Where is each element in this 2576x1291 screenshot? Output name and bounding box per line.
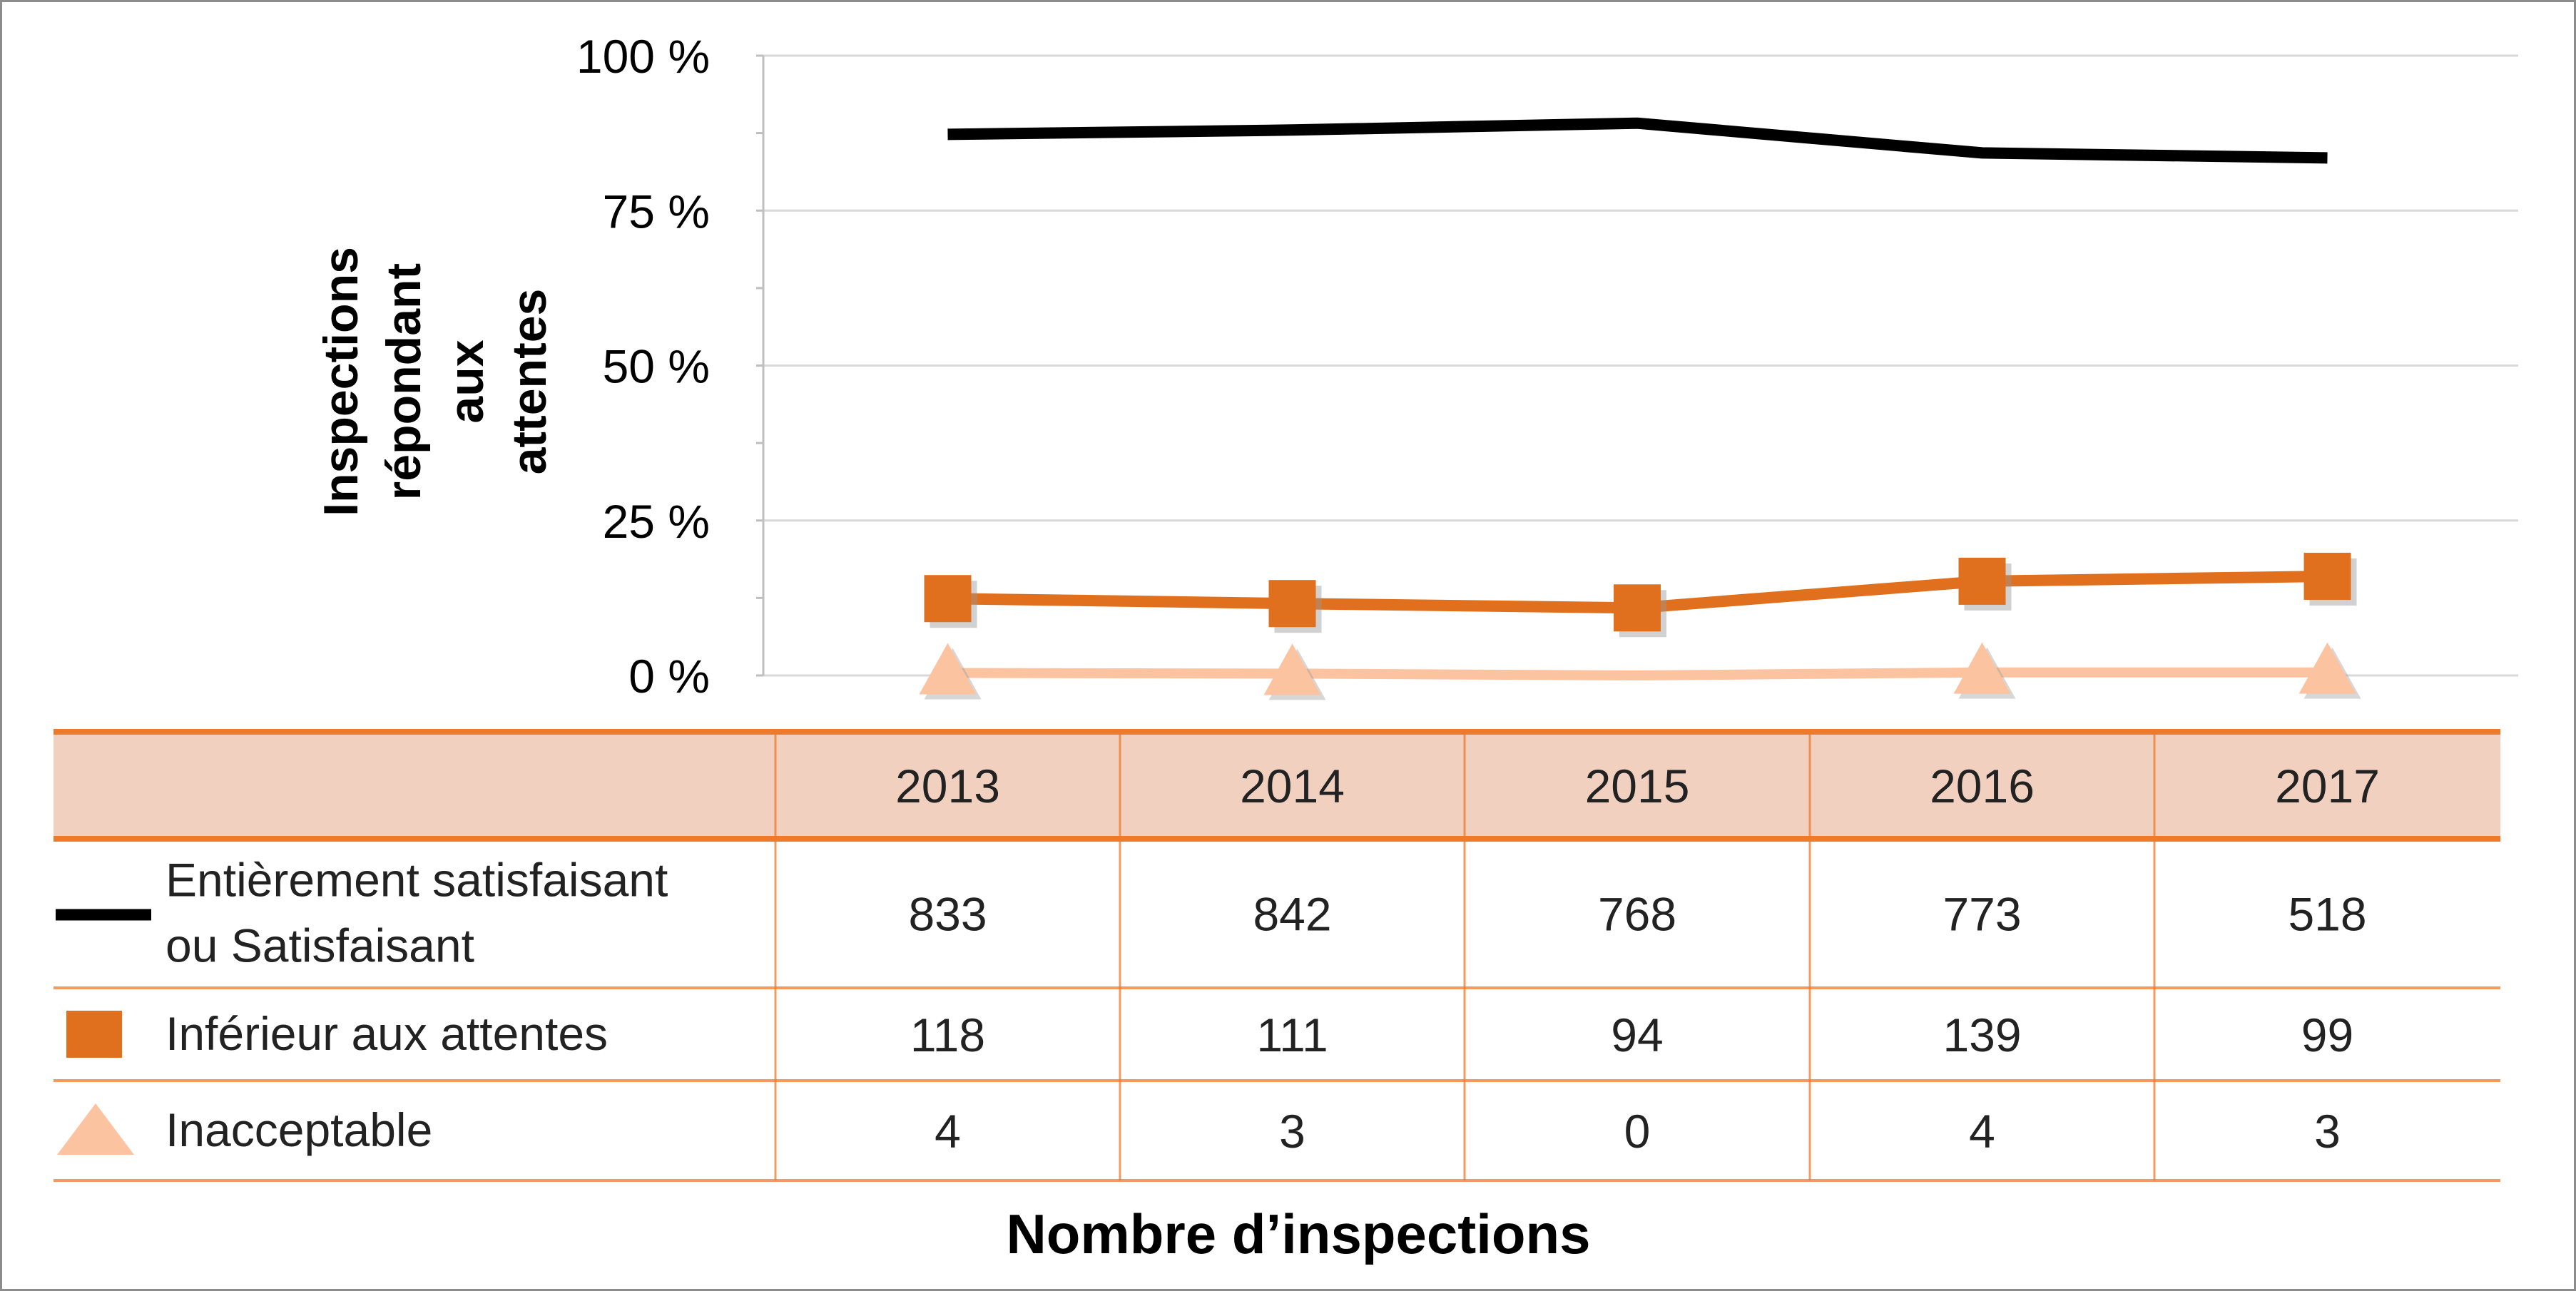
table-row: Entièrement satisfaisant ou Satisfaisant 8…	[56, 854, 2367, 972]
table-cell-value: 94	[1611, 1009, 1663, 1061]
table-cell-value: 139	[1943, 1009, 2021, 1061]
table-cell-value: 4	[935, 1105, 961, 1158]
legend-label: Inférieur aux attentes	[166, 1007, 608, 1060]
y-axis-title: Inspections répondant aux attentes	[314, 86, 556, 678]
y-axis-title-text: Inspections répondant aux attentes	[314, 247, 557, 516]
x-tick-label: 2016	[1930, 760, 2035, 812]
y-tick-label: 25 %	[603, 495, 710, 548]
series-3	[919, 642, 2361, 700]
y-tick-label: 0 %	[628, 650, 710, 703]
series-2	[924, 552, 2357, 638]
table-cell-value: 4	[1969, 1105, 1995, 1158]
triangle-marker	[919, 643, 977, 695]
square-marker	[924, 575, 972, 623]
x-tick-label: 2015	[1585, 760, 1690, 812]
y-tick-label: 75 %	[603, 185, 710, 238]
legend-label: Inacceptable	[166, 1103, 432, 1156]
table-cell-value: 833	[908, 888, 987, 941]
square-marker	[1958, 557, 2006, 605]
table-cell-value: 111	[1256, 1009, 1328, 1061]
legend-key-triangle	[57, 1103, 134, 1155]
triangle-marker	[2298, 642, 2356, 694]
table-header-fill	[54, 732, 2500, 839]
table-cell-value: 0	[1624, 1105, 1651, 1158]
table-cell-value: 773	[1943, 888, 2021, 941]
table-cell-value: 518	[2288, 888, 2366, 941]
square-marker	[1614, 584, 1661, 632]
square-marker	[1268, 580, 1316, 628]
x-axis-title: Nombre d’inspections	[1006, 1203, 1591, 1265]
table-cell-value: 768	[1598, 888, 1676, 941]
series-1	[947, 117, 2328, 164]
series-line	[947, 117, 2328, 164]
square-marker	[2303, 552, 2351, 600]
legend-key-square	[66, 1011, 122, 1058]
table-row: Inacceptable 4 3 0 4 3	[57, 1103, 2341, 1158]
y-tick-label: 50 %	[603, 340, 710, 393]
table-cell-value: 842	[1253, 888, 1331, 941]
table-cell-value: 3	[1279, 1105, 1305, 1158]
triangle-marker	[1953, 642, 2011, 694]
legend-label: ou Satisfaisant	[166, 919, 474, 972]
y-tick-label: 100 %	[576, 30, 710, 83]
x-tick-label: 2017	[2275, 760, 2380, 812]
triangle-marker	[1263, 643, 1321, 695]
table-cell-value: 99	[2301, 1009, 2353, 1061]
x-tick-label: 2014	[1240, 760, 1345, 812]
x-tick-label: 2013	[895, 760, 1000, 812]
table-cell-value: 3	[2314, 1105, 2341, 1158]
series-line	[947, 667, 2328, 680]
legend-label: Entièrement satisfaisant	[166, 854, 668, 907]
table-row: Inférieur aux attentes 118 111 94 139 99	[66, 1007, 2353, 1061]
table-cell-value: 118	[910, 1009, 985, 1061]
